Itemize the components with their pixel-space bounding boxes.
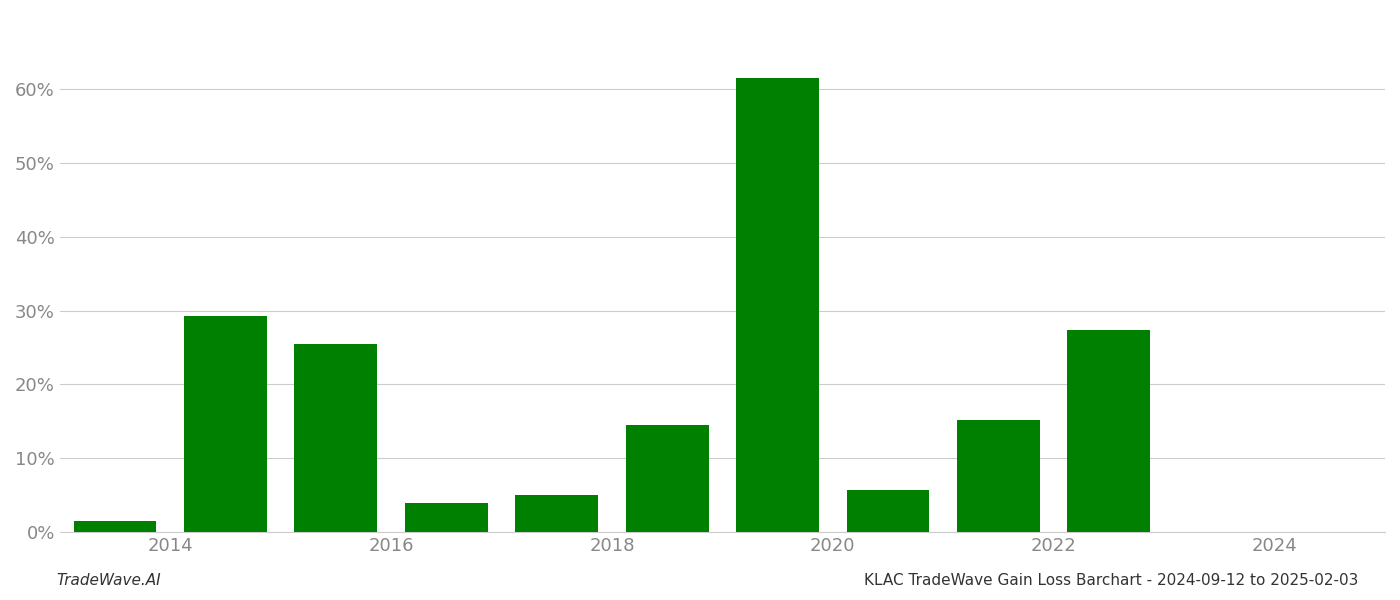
- Bar: [74, 521, 157, 532]
- Text: KLAC TradeWave Gain Loss Barchart - 2024-09-12 to 2025-02-03: KLAC TradeWave Gain Loss Barchart - 2024…: [864, 573, 1358, 588]
- Bar: [847, 490, 930, 532]
- Text: TradeWave.AI: TradeWave.AI: [56, 573, 161, 588]
- Bar: [736, 78, 819, 532]
- Bar: [626, 425, 708, 532]
- Bar: [958, 420, 1040, 532]
- Bar: [515, 495, 598, 532]
- Bar: [294, 344, 377, 532]
- Bar: [183, 316, 267, 532]
- Bar: [405, 503, 487, 532]
- Bar: [1067, 331, 1151, 532]
